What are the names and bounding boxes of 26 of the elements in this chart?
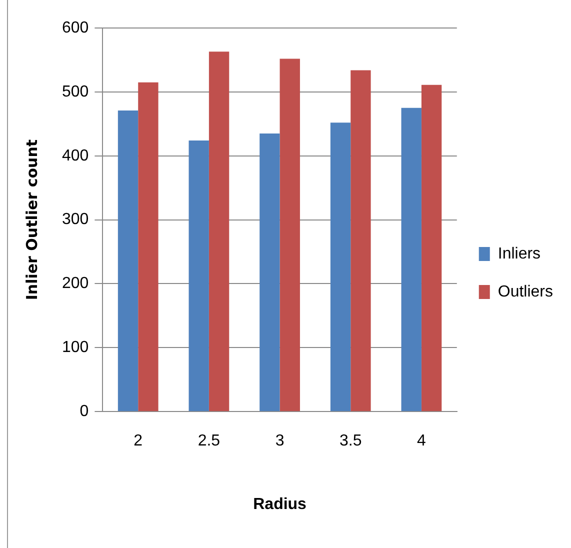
bar — [280, 58, 300, 412]
y-tick-label: 500 — [62, 83, 89, 100]
bar — [260, 133, 280, 412]
x-tick-label: 2.5 — [198, 432, 220, 450]
bar — [188, 140, 209, 412]
bar — [208, 52, 230, 412]
legend-label: Outliers — [498, 283, 553, 300]
y-tick-label: 0 — [80, 403, 89, 420]
x-tick-label: 3.5 — [339, 432, 362, 450]
bar — [421, 84, 442, 412]
y-tick-label: 200 — [62, 275, 89, 292]
legend-label: Inliers — [498, 245, 541, 262]
y-tick-label: 300 — [62, 211, 89, 228]
y-tick-label: 600 — [62, 19, 89, 36]
x-axis-title: Radius — [253, 496, 307, 513]
x-tick-label: 4 — [417, 432, 426, 450]
x-tick-label: 2 — [134, 432, 143, 450]
y-axis-title: Inlier Outlier count — [22, 139, 41, 300]
y-tick-label: 400 — [62, 147, 89, 164]
bar — [401, 108, 422, 412]
y-tick-label: 100 — [62, 339, 89, 356]
bar — [118, 110, 138, 412]
bar — [330, 122, 351, 412]
bar — [138, 82, 158, 412]
bar — [350, 70, 371, 412]
x-tick-label: 3 — [275, 432, 284, 450]
